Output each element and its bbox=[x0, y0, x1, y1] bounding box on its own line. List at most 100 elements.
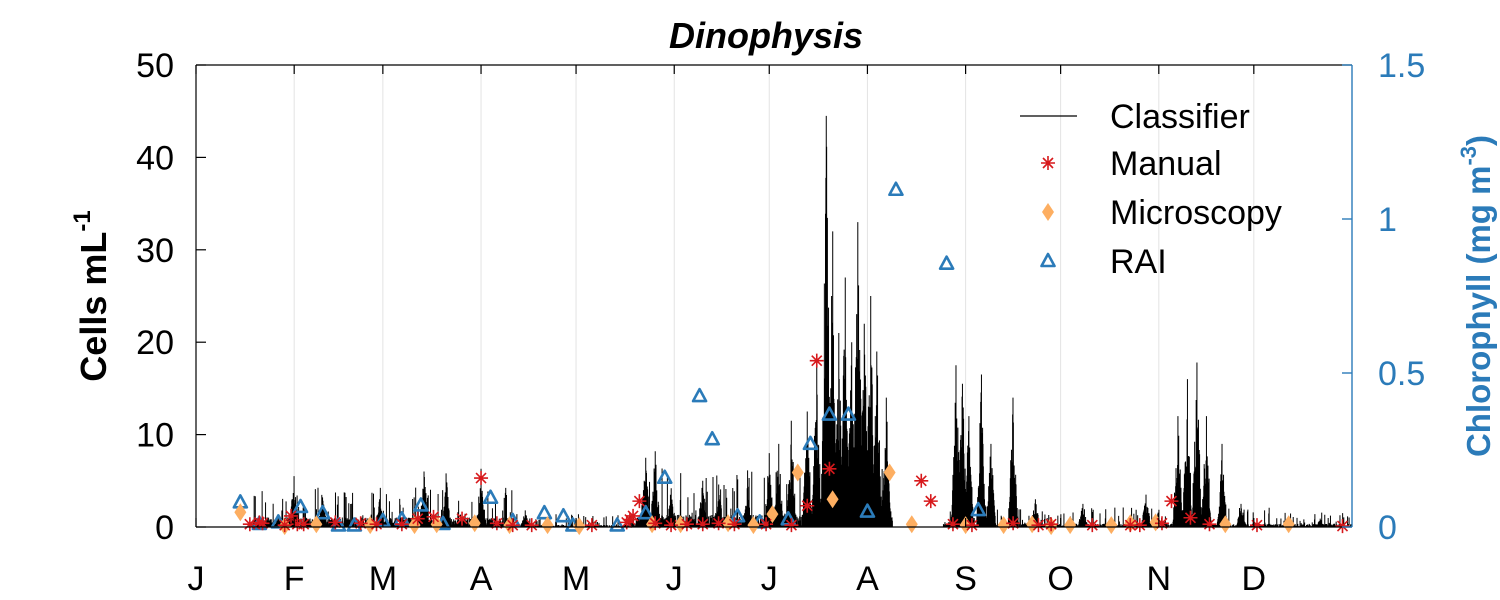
microscopy-point bbox=[234, 503, 247, 522]
manual-point bbox=[505, 518, 520, 533]
manual-point bbox=[284, 508, 299, 523]
manual-point bbox=[328, 515, 343, 530]
rai-point bbox=[482, 489, 499, 505]
manual-point bbox=[426, 509, 441, 524]
manual-point bbox=[1123, 518, 1138, 533]
manual-point bbox=[727, 517, 742, 532]
rai-point bbox=[859, 503, 876, 518]
x-tick-label: A bbox=[856, 560, 879, 598]
microscopy-point bbox=[1219, 515, 1232, 534]
rai-point bbox=[292, 498, 309, 514]
x-tick-label: D bbox=[1242, 560, 1267, 598]
manual-point bbox=[1031, 518, 1046, 533]
manual-point bbox=[759, 517, 774, 532]
x-tick-label: M bbox=[369, 560, 397, 598]
legend-label-microscopy: Microscopy bbox=[1110, 194, 1282, 232]
x-tick-label: F bbox=[284, 560, 305, 598]
manual-point bbox=[369, 517, 384, 532]
y-tick-label: 30 bbox=[136, 232, 174, 270]
manual-point bbox=[923, 494, 938, 509]
manual-point bbox=[1154, 516, 1169, 531]
microscopy-point bbox=[310, 515, 323, 534]
x-tick-label: J bbox=[666, 560, 683, 598]
manual-point bbox=[242, 517, 257, 532]
manual-point bbox=[353, 516, 368, 531]
legend: Classifier Manual Microscopy RAI bbox=[1020, 98, 1282, 281]
manual-point bbox=[296, 517, 311, 532]
x-tick-label: M bbox=[562, 560, 590, 598]
rai-point bbox=[555, 507, 572, 523]
legend-label-classifier: Classifier bbox=[1110, 98, 1250, 136]
manual-point bbox=[632, 494, 647, 509]
manual-point bbox=[489, 516, 504, 531]
x-tick-label: J bbox=[188, 560, 205, 598]
legend-manual-symbol bbox=[1041, 156, 1055, 170]
rai-point bbox=[802, 435, 819, 451]
rai-point bbox=[821, 406, 838, 421]
y-tick-label: 50 bbox=[136, 47, 174, 85]
manual-point bbox=[1085, 518, 1100, 533]
y-tick-label: 10 bbox=[136, 417, 174, 455]
y-right-tick-label: 0 bbox=[1378, 509, 1397, 547]
microscopy-point bbox=[791, 463, 804, 482]
manual-point bbox=[524, 518, 539, 533]
manual-point bbox=[784, 518, 799, 533]
legend-microscopy-symbol bbox=[1042, 203, 1054, 221]
rai-point bbox=[888, 181, 904, 197]
manual-point bbox=[945, 517, 960, 532]
manual-point bbox=[1132, 518, 1147, 533]
microscopy-point bbox=[826, 490, 839, 509]
x-tick-label: A bbox=[470, 560, 493, 598]
manual-point bbox=[964, 518, 979, 533]
rai-point bbox=[346, 517, 363, 532]
manual-point bbox=[1183, 510, 1198, 525]
y-right-tick-label: 0.5 bbox=[1378, 355, 1425, 393]
microscopy-point bbox=[1064, 516, 1077, 535]
microscopy-point bbox=[883, 463, 896, 482]
manual-point bbox=[1249, 518, 1264, 533]
manual-point bbox=[584, 518, 599, 533]
microscopy-point bbox=[747, 516, 760, 535]
rai-point bbox=[691, 387, 708, 403]
classifier-segment-3 bbox=[942, 362, 1290, 527]
y-right-tick-label: 1 bbox=[1378, 201, 1397, 239]
manual-point bbox=[626, 508, 641, 523]
manual-point bbox=[255, 516, 270, 531]
manual-point bbox=[410, 511, 425, 526]
y-axis-right-ticks: 0 0.5 1 1.5 bbox=[1342, 47, 1425, 547]
manual-point bbox=[695, 517, 710, 532]
x-tick-label: O bbox=[1047, 560, 1073, 598]
manual-point bbox=[914, 473, 929, 488]
rai-point bbox=[704, 430, 721, 446]
rai-point bbox=[413, 497, 429, 512]
manual-point bbox=[252, 515, 267, 530]
microscopy-point bbox=[905, 515, 918, 534]
y-axis-right-label: Chlorophyll (mg m-3) bbox=[1456, 135, 1497, 457]
manual-point bbox=[1202, 517, 1217, 532]
manual-point bbox=[822, 461, 837, 476]
y-axis-ticks: 0 10 20 30 40 50 bbox=[136, 47, 206, 547]
rai-point bbox=[536, 504, 553, 520]
manual-point bbox=[1006, 516, 1021, 531]
x-tick-label: S bbox=[954, 560, 977, 598]
manual-point bbox=[1044, 517, 1059, 532]
y-axis-label: Cells mL-1 bbox=[69, 210, 114, 381]
manual-series bbox=[242, 353, 1350, 534]
y-tick-label: 0 bbox=[155, 509, 174, 547]
manual-point bbox=[809, 353, 824, 368]
manual-point bbox=[394, 517, 409, 532]
x-tick-label: J bbox=[761, 560, 778, 598]
microscopy-point bbox=[468, 514, 481, 533]
y-tick-label: 40 bbox=[136, 139, 174, 177]
rai-point bbox=[609, 517, 626, 532]
manual-point bbox=[1164, 494, 1179, 509]
y-tick-label: 20 bbox=[136, 324, 174, 362]
microscopy-point bbox=[541, 516, 554, 535]
manual-point bbox=[648, 516, 663, 531]
y-right-tick-label: 1.5 bbox=[1378, 47, 1425, 85]
microscopy-point bbox=[1105, 516, 1118, 535]
manual-point bbox=[664, 518, 679, 533]
legend-label-rai: RAI bbox=[1110, 243, 1167, 281]
rai-point bbox=[314, 504, 331, 520]
